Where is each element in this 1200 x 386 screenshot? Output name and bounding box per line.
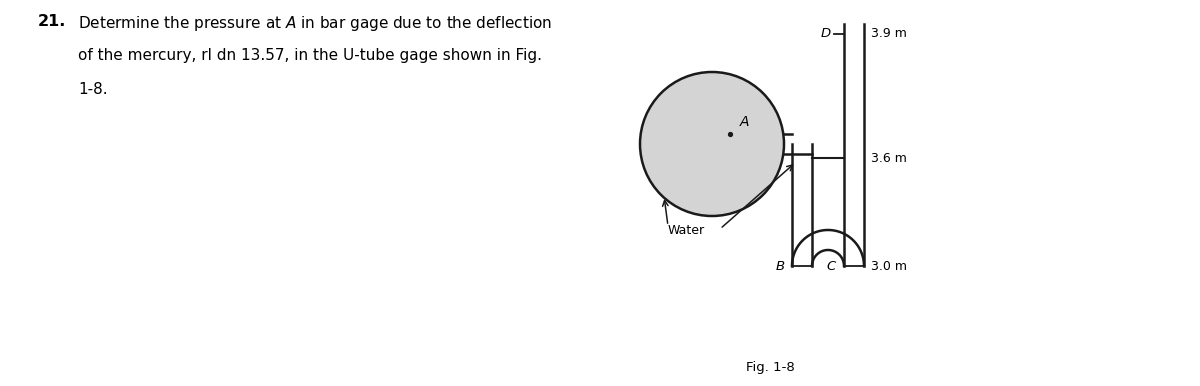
Text: 21.: 21. xyxy=(38,14,66,29)
Text: of the mercury, rl dn 13.57, in the U-tube gage shown in Fig.: of the mercury, rl dn 13.57, in the U-tu… xyxy=(78,48,542,63)
Text: C: C xyxy=(827,259,836,273)
Circle shape xyxy=(640,72,784,216)
Text: Water: Water xyxy=(668,224,706,237)
Text: 3.0 m: 3.0 m xyxy=(871,259,907,273)
Text: 3.9 m: 3.9 m xyxy=(871,27,907,41)
Text: D: D xyxy=(821,27,830,41)
Text: 3.6 m: 3.6 m xyxy=(871,151,907,164)
Text: Determine the pressure at $A$ in bar gage due to the deflection: Determine the pressure at $A$ in bar gag… xyxy=(78,14,552,33)
Text: Fig. 1-8: Fig. 1-8 xyxy=(745,361,794,374)
Text: B: B xyxy=(776,259,785,273)
Text: 1-8.: 1-8. xyxy=(78,82,108,97)
Text: A: A xyxy=(740,115,750,129)
